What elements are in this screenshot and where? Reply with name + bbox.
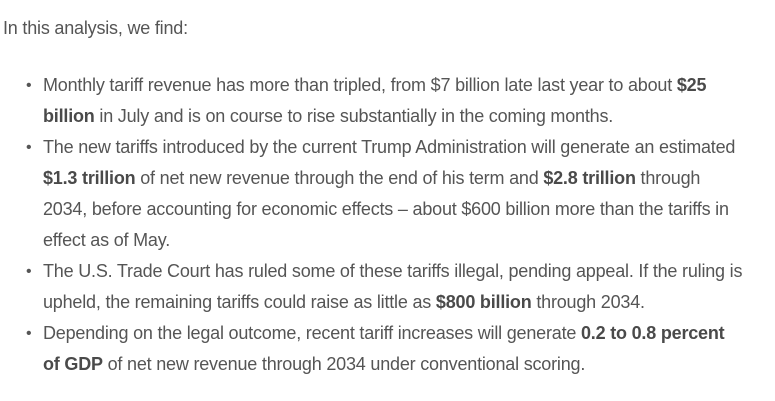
finding-text: Monthly tariff revenue has more than tri…: [43, 75, 706, 126]
finding-highlight: $800 billion: [435, 292, 532, 312]
list-item: • The U.S. Trade Court has ruled some of…: [26, 256, 743, 318]
finding-text: Depending on the legal outcome, recent t…: [43, 323, 725, 374]
finding-highlight: 0.2 to 0.8 percent of GDP: [43, 323, 725, 374]
finding-highlight: $25 billion: [43, 75, 707, 126]
finding-text: The U.S. Trade Court has ruled some of t…: [43, 261, 742, 312]
list-item: • The new tariffs introduced by the curr…: [26, 132, 743, 256]
finding-highlight: $2.8 trillion: [543, 168, 636, 188]
finding-highlight: $1.3 trillion: [43, 168, 136, 188]
finding-segment: The U.S. Trade Court has ruled some of t…: [43, 261, 743, 312]
bullet-icon: •: [26, 325, 32, 342]
finding-segment: of net new revenue through 2034 under co…: [102, 354, 586, 374]
list-item: • Depending on the legal outcome, recent…: [26, 318, 743, 380]
bullet-icon: •: [26, 263, 32, 280]
finding-segment: Depending on the legal outcome, recent t…: [43, 323, 581, 343]
bullet-icon: •: [26, 77, 32, 94]
intro-text: In this analysis, we find:: [3, 18, 188, 38]
findings-list: • Monthly tariff revenue has more than t…: [0, 70, 743, 380]
bullet-icon: •: [26, 139, 32, 156]
finding-segment: The new tariffs introduced by the curren…: [43, 137, 736, 157]
finding-segment: of net new revenue through the end of hi…: [135, 168, 544, 188]
finding-segment: in July and is on course to rise substan…: [94, 106, 614, 126]
finding-segment: through 2034, before accounting for econ…: [43, 168, 729, 250]
finding-text: The new tariffs introduced by the curren…: [43, 137, 735, 250]
finding-segment: Monthly tariff revenue has more than tri…: [43, 75, 677, 95]
list-item: • Monthly tariff revenue has more than t…: [26, 70, 743, 132]
finding-segment: through 2034.: [531, 292, 645, 312]
